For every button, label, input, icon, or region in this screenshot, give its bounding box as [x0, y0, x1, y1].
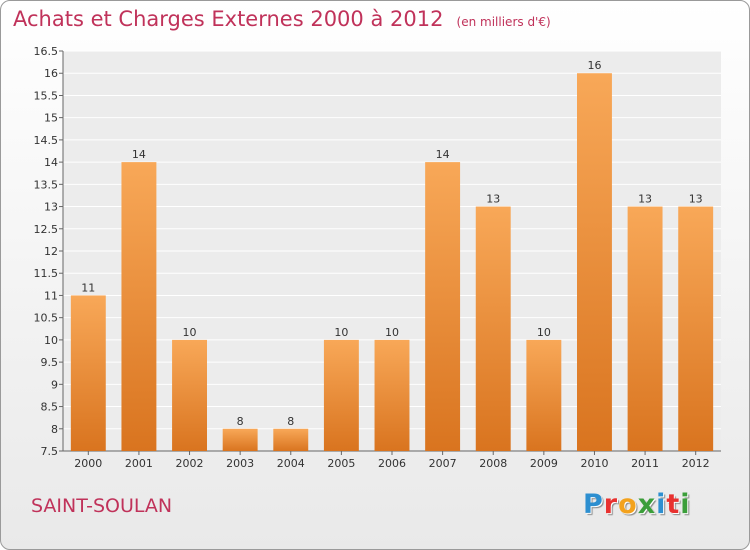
logo-letter: i — [680, 489, 691, 520]
y-tick-label: 7.5 — [41, 445, 59, 458]
value-label: 13 — [638, 193, 652, 206]
title-text: Achats et Charges Externes 2000 à 2012 — [13, 7, 444, 31]
logo-letter: r — [603, 489, 619, 520]
x-tick-label: 2010 — [580, 457, 608, 470]
bar-2012 — [678, 206, 714, 451]
value-label: 8 — [237, 415, 244, 428]
y-tick-label: 9.5 — [41, 356, 59, 369]
bar-2004 — [273, 428, 309, 451]
bar-2009 — [526, 339, 562, 451]
chart-title: Achats et Charges Externes 2000 à 2012 (… — [13, 7, 551, 31]
y-tick-label: 14 — [44, 156, 58, 169]
commune-name: SAINT-SOULAN — [31, 495, 173, 517]
logo-letter: P — [583, 489, 604, 520]
bar-2000 — [70, 295, 106, 451]
y-tick-label: 15.5 — [34, 89, 59, 102]
x-tick-label: 2001 — [125, 457, 153, 470]
x-tick-label: 2009 — [530, 457, 558, 470]
x-tick-label: 2005 — [327, 457, 355, 470]
value-label: 10 — [334, 326, 348, 339]
value-label: 13 — [486, 193, 500, 206]
y-tick-label: 10 — [44, 334, 58, 347]
y-tick-label: 16.5 — [34, 45, 59, 58]
x-tick-label: 2003 — [226, 457, 254, 470]
bar-2001 — [121, 162, 157, 451]
y-tick-label: 12.5 — [34, 223, 59, 236]
bar-2003 — [222, 428, 258, 451]
x-tick-label: 2000 — [74, 457, 102, 470]
y-tick-label: 11 — [44, 289, 58, 302]
x-tick-label: 2004 — [277, 457, 305, 470]
y-tick-label: 13 — [44, 201, 58, 214]
value-label: 10 — [183, 326, 197, 339]
value-label: 10 — [537, 326, 551, 339]
y-tick-label: 16 — [44, 67, 58, 80]
value-label: 16 — [587, 59, 601, 72]
unit-label: (en milliers d'€) — [456, 15, 551, 29]
y-tick-label: 9 — [51, 378, 58, 391]
logo-letter: t — [666, 489, 681, 520]
logo-letter: i — [656, 489, 667, 520]
y-tick-label: 12 — [44, 245, 58, 258]
y-tick-label: 13.5 — [34, 178, 59, 191]
x-tick-label: 2008 — [479, 457, 507, 470]
value-label: 11 — [81, 281, 95, 294]
value-label: 8 — [287, 415, 294, 428]
bar-2008 — [475, 206, 511, 451]
y-tick-label: 8.5 — [41, 401, 59, 414]
bar-2006 — [374, 339, 410, 451]
bar-2011 — [627, 206, 663, 451]
y-tick-label: 11.5 — [34, 267, 59, 280]
x-tick-label: 2007 — [429, 457, 457, 470]
value-label: 14 — [132, 148, 146, 161]
x-tick-label: 2011 — [631, 457, 659, 470]
y-tick-label: 14.5 — [34, 134, 59, 147]
logo-letter: o — [618, 489, 638, 520]
bar-2005 — [323, 339, 359, 451]
bar-2010 — [576, 73, 612, 451]
y-tick-label: 8 — [51, 423, 58, 436]
logo-letter: x — [637, 489, 657, 520]
x-tick-label: 2006 — [378, 457, 406, 470]
y-tick-label: 15 — [44, 112, 58, 125]
bar-2007 — [425, 162, 461, 451]
x-tick-label: 2012 — [682, 457, 710, 470]
proxiti-logo: Proxiti — [583, 489, 691, 520]
value-label: 13 — [689, 193, 703, 206]
y-tick-label: 10.5 — [34, 312, 59, 325]
bar-2002 — [172, 339, 208, 451]
x-tick-label: 2002 — [176, 457, 204, 470]
value-label: 14 — [436, 148, 450, 161]
value-label: 10 — [385, 326, 399, 339]
